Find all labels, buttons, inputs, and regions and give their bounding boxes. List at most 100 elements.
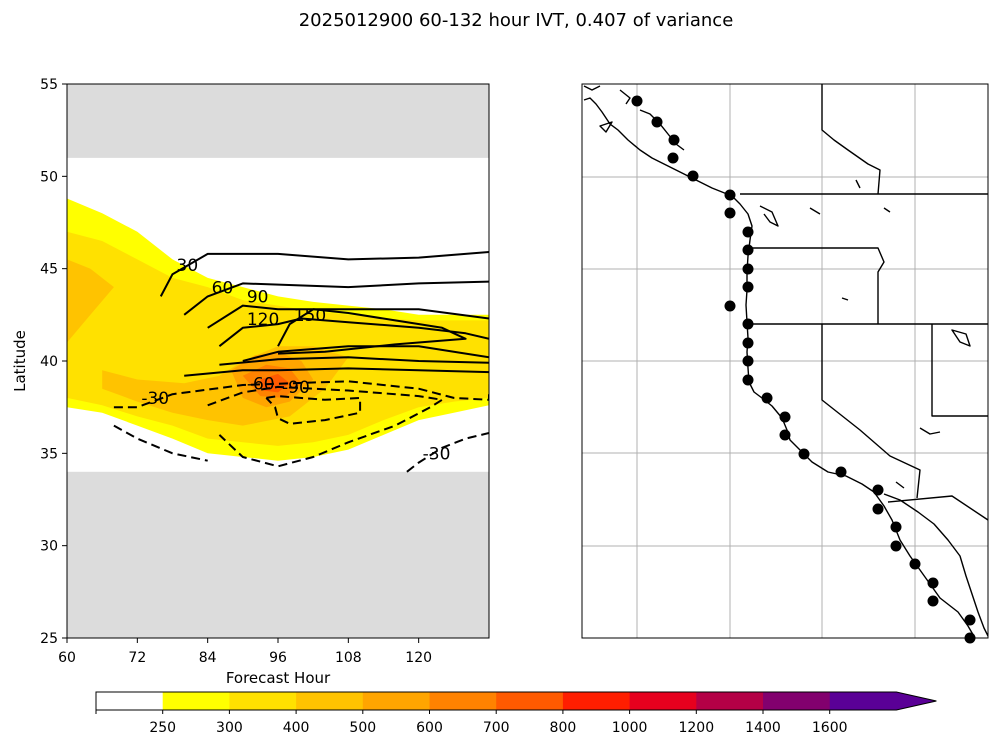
contour-line [265,395,362,425]
x-tick-label: 84 [199,650,217,666]
colorbar-outline [95,691,937,711]
figure-title: 2025012900 60-132 hour IVT, 0.407 of var… [299,10,734,31]
map-graticule [582,84,988,638]
ivt-colorbar: 250 300 400 500 600 700 800 1000 1200 1400 1600 [95,691,937,736]
colorbar-tick-label: 1600 [812,720,848,736]
contour-line [242,345,489,362]
station-marker [742,263,754,275]
contour-label: 120 [247,310,279,330]
colorbar-segment [296,692,364,710]
colorbar-segment [362,692,430,710]
x-axis-ticks: 60 72 84 96 108 120 [58,638,432,666]
station-markers [631,95,976,644]
contour-line [113,424,208,462]
station-marker [631,95,643,107]
contour-line [406,432,489,473]
colorbar-tick-label: 1200 [678,720,714,736]
masked-latitude-band [67,84,489,158]
contour-label: 90 [247,288,269,308]
colorbar-segment [562,692,631,710]
colorbar-segment [429,692,497,710]
station-marker [835,466,847,478]
station-marker [890,540,902,552]
ivt-band-400 [67,259,114,380]
contour-line [159,251,489,297]
colorbar-tick-label: 300 [216,720,243,736]
contour-line [277,308,467,355]
station-marker [798,448,810,460]
contour-label: 30 [177,256,199,276]
station-marker [872,484,884,496]
station-marker [667,152,679,164]
station-marker [742,281,754,293]
station-marker [651,116,663,128]
y-tick-label: 45 [40,262,58,278]
station-marker [872,503,884,515]
station-marker [742,244,754,256]
colorbar-segment [763,692,831,710]
station-marker [909,558,921,570]
masked-latitude-band [67,471,489,638]
contour-label: 60 [212,278,234,298]
station-marker [668,134,680,146]
y-tick-label: 55 [40,77,58,93]
contour-label: 150 [294,306,326,326]
colorbar-segment [629,692,697,710]
station-marker [964,614,976,626]
colorbar-segment [162,692,230,710]
colorbar-segment [829,692,897,710]
contour-line [219,356,489,366]
colorbar-tick-label: 400 [283,720,310,736]
coastline-islands [583,85,779,227]
colorbar-tick-label: 500 [349,720,376,736]
contour-label: -90 [282,378,310,398]
station-marker [761,392,773,404]
station-marker [742,318,754,330]
contour-line [207,385,444,468]
y-axis-label: Latitude [11,330,29,392]
contour-line [183,280,489,316]
colorbar-segment [96,692,164,710]
station-marker [890,521,902,533]
contour-label: -30 [141,389,169,409]
colorbar-segment [229,692,297,710]
station-marker [927,577,939,589]
x-tick-label: 96 [269,650,287,666]
colorbar-segment [696,692,764,710]
contour-label: -60 [247,374,275,394]
contour-line [184,367,489,377]
station-marker [724,207,736,219]
contour-line [218,317,489,347]
colorbar-segment [496,692,564,710]
y-tick-label: 50 [40,169,58,185]
masked-regions [67,84,489,638]
anomaly-contours [113,251,489,473]
station-marker [742,337,754,349]
x-axis-label: Forecast Hour [226,669,331,687]
station-marker [779,411,791,423]
baja-coastline [883,493,988,637]
station-marker [724,300,736,312]
y-tick-label: 30 [40,539,58,555]
west-coast-map [581,83,989,644]
colorbar-extend-arrow [896,692,937,710]
station-marker [779,429,791,441]
station-marker [742,226,754,238]
colorbar-tick-label: 700 [483,720,510,736]
colorbar-tick-label: 250 [149,720,176,736]
colorbar-tick-label: 800 [550,720,577,736]
y-tick-label: 35 [40,446,58,462]
contour-label: -30 [423,445,451,465]
station-marker [687,170,699,182]
station-marker [927,595,939,607]
station-marker [742,374,754,386]
colorbar-tick-label: 600 [416,720,443,736]
colorbar-tick-label: 1400 [745,720,781,736]
x-tick-label: 108 [335,650,362,666]
state-borders [740,84,988,521]
lakes [809,179,971,489]
map-frame [581,83,989,639]
colorbar-tick-label: 1000 [612,720,648,736]
